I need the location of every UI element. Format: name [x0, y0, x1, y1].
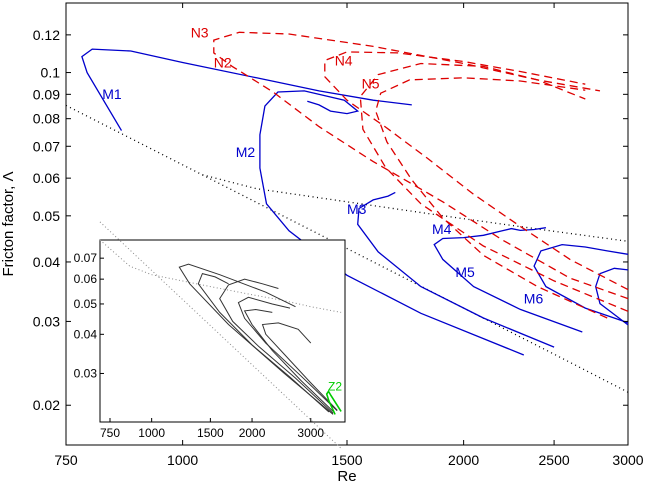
series-line-m4 [433, 227, 583, 333]
inset-curve-2 [197, 273, 330, 413]
inset-x-tick-label: 1000 [138, 426, 165, 440]
series-label-m5: M5 [455, 264, 475, 280]
series-label-m1: M1 [102, 86, 122, 102]
y-tick-label: 0.05 [33, 208, 60, 224]
inset-reference-line-laminar [99, 221, 342, 449]
x-tick-label: 3000 [612, 452, 643, 468]
inset-x-tick-label: 1500 [197, 426, 224, 440]
inset-curve-4 [237, 296, 338, 412]
inset-plot: Z2 750 1000 1500 2000 3000 0.03 0.04 0.05 0.06 0.… [74, 221, 346, 449]
inset-curve-6 [261, 322, 338, 411]
inset-x-tick-label: 2000 [239, 426, 266, 440]
inset-x-tick-label: 3000 [297, 426, 324, 440]
series-line-n4 [324, 51, 629, 291]
series-label-m3: M3 [347, 201, 367, 217]
main-series-labels: M1 M2 M3 M4 M5 M6 N2 N3 N4 N5 [102, 25, 543, 307]
y-tick-label: 0.1 [41, 65, 61, 81]
x-tick-label: 1000 [167, 452, 198, 468]
y-tick-label: 0.06 [33, 170, 60, 186]
y-tick-label: 0.09 [33, 86, 60, 102]
x-tick-label: 2500 [539, 452, 570, 468]
x-axis-label: Re [337, 468, 356, 484]
series-label-m4: M4 [432, 221, 452, 237]
inset-plot-frame [99, 239, 346, 423]
series-label-n5: N5 [362, 76, 380, 92]
inset-y-tick-label: 0.03 [74, 366, 98, 380]
inset-reference-line-turbulent [99, 239, 342, 313]
series-label-m2: M2 [236, 144, 256, 160]
series-line-n5 [375, 77, 608, 319]
series-label-n4: N4 [335, 52, 353, 68]
inset-highlight-line-z2 [325, 389, 342, 415]
inset-axis-ticks: 750 1000 1500 2000 3000 0.03 0.04 0.05 0.06 0.07 [74, 251, 325, 440]
x-tick-label: 2000 [448, 452, 479, 468]
y-tick-label: 0.04 [33, 254, 60, 270]
x-tick-label: 1500 [331, 452, 362, 468]
y-tick-label: 0.02 [33, 397, 60, 413]
y-tick-label: 0.08 [33, 111, 60, 127]
y-axis-label: Fricton factor, Λ [0, 171, 17, 276]
inset-series-lines [178, 263, 338, 415]
inset-y-tick-label: 0.04 [74, 327, 98, 341]
series-line-m6 [595, 267, 629, 326]
series-line-m3 [357, 191, 555, 348]
main-axis-ticks: 750 1000 1500 2000 2500 3000 0.02 0.03 0.04 0.05 0… [33, 3, 644, 468]
y-tick-label: 0.03 [33, 313, 60, 329]
series-line-m5 [533, 243, 629, 324]
x-tick-label: 750 [54, 452, 78, 468]
inset-curve-5 [243, 308, 334, 412]
series-line-m1 [81, 48, 412, 131]
series-label-n2: N2 [214, 54, 232, 70]
inset-x-tick-label: 750 [100, 426, 120, 440]
y-tick-label: 0.07 [33, 138, 60, 154]
inset-y-tick-label: 0.07 [74, 251, 98, 265]
inset-highlight: Z2 [325, 379, 342, 415]
inset-highlight-label-z2: Z2 [328, 379, 342, 393]
inset-reference-lines [99, 221, 342, 449]
inset-y-tick-label: 0.06 [74, 272, 98, 286]
series-label-m6: M6 [524, 291, 544, 307]
series-line-n2 [359, 62, 629, 312]
inset-y-tick-label: 0.05 [74, 297, 98, 311]
inset-curve-3 [219, 278, 334, 414]
y-tick-label: 0.12 [33, 27, 60, 43]
series-label-n3: N3 [191, 25, 209, 41]
